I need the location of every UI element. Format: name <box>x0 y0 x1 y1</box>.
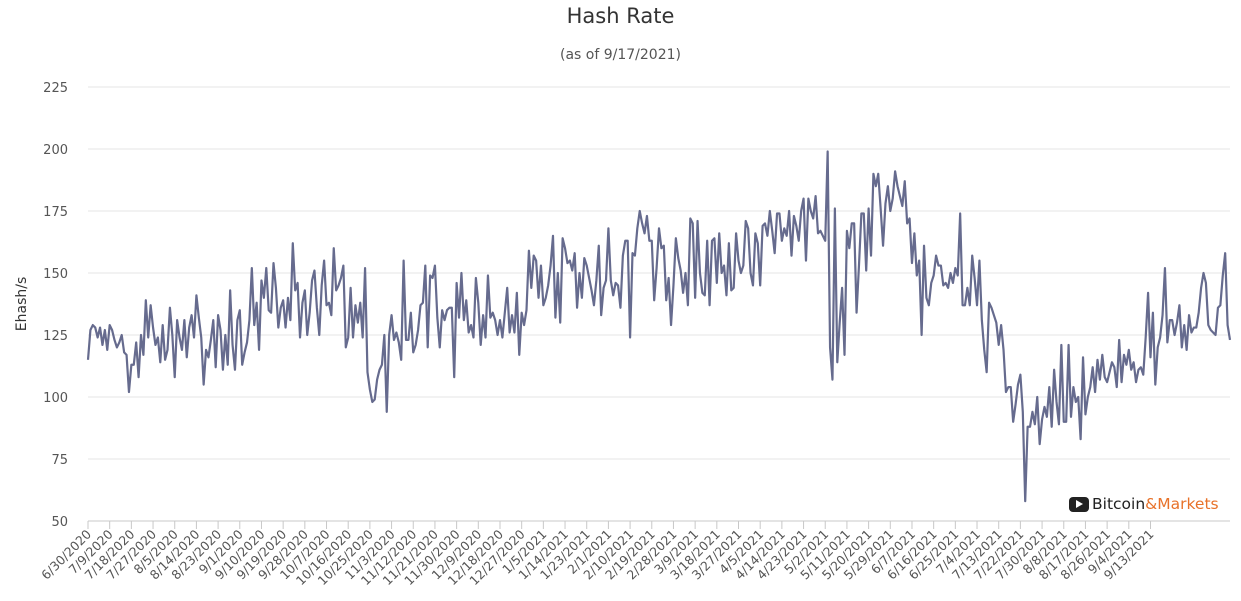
y-tick-label: 175 <box>43 205 68 220</box>
x-axis-ticks: 6/30/20207/9/20207/18/20207/27/20208/5/2… <box>38 521 1157 588</box>
y-tick-label: 125 <box>43 329 68 344</box>
play-icon <box>1069 496 1089 512</box>
y-tick-label: 100 <box>43 391 68 406</box>
hash-rate-series-line <box>86 150 1232 503</box>
chart-subtitle: (as of 9/17/2021) <box>560 47 681 63</box>
grid-lines <box>88 86 1230 460</box>
y-tick-label: 50 <box>51 515 68 530</box>
chart-title: Hash Rate <box>566 4 675 28</box>
y-tick-label: 75 <box>51 453 68 468</box>
y-tick-label: 200 <box>43 143 68 158</box>
bitcoin-markets-logo: Bitcoin &Markets <box>1069 492 1219 516</box>
y-axis-title: Ehash/s <box>14 277 30 331</box>
y-tick-label: 150 <box>43 267 68 282</box>
logo-text-markets: &Markets <box>1145 495 1219 513</box>
logo-text-bitcoin: Bitcoin <box>1092 495 1146 513</box>
y-axis-ticks: 50 75 100 125 150 175 200 225 <box>43 81 68 530</box>
y-tick-label: 225 <box>43 81 68 96</box>
